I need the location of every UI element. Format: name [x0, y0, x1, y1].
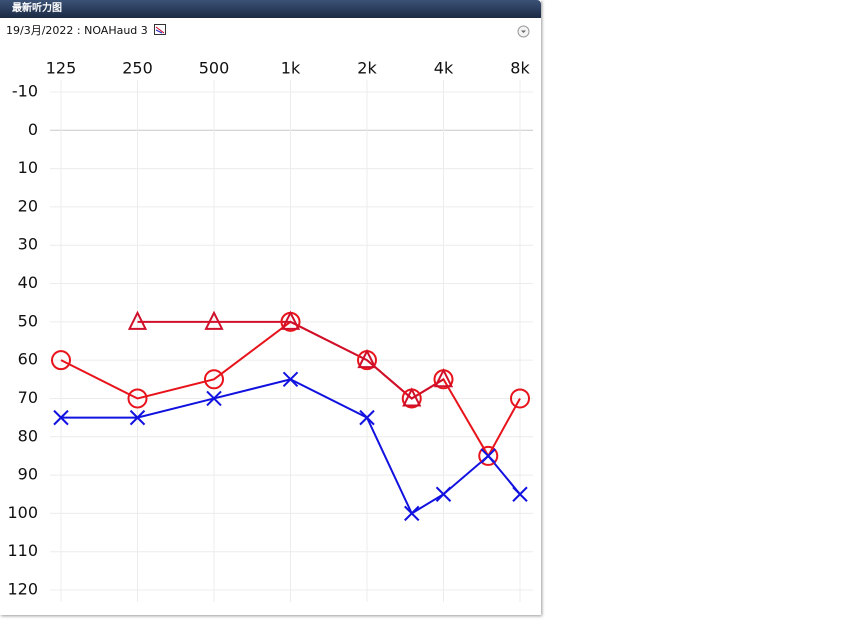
marker-x — [282, 371, 299, 388]
y-tick-label: 0 — [28, 120, 38, 139]
marker-x — [404, 505, 420, 522]
subtitle: 19/3月/2022 : NOAHaud 3 — [6, 22, 167, 38]
marker-x — [129, 409, 146, 426]
marker-x — [206, 390, 222, 407]
dropdown-button[interactable] — [517, 25, 530, 38]
x-tick-label: 2k — [357, 59, 377, 78]
y-tick-label: -10 — [12, 82, 38, 101]
y-tick-label: 40 — [18, 273, 38, 292]
chart: -10 0 10 20 30 40 50 60 70 80 90 100 110 120 125 250 500… — [7, 59, 533, 602]
x-tick-label: 1k — [281, 59, 301, 78]
x-tick-label: 125 — [46, 59, 77, 78]
marker-circle — [478, 445, 499, 466]
marker-x — [359, 409, 375, 426]
marker-triangle — [402, 387, 422, 407]
y-tick-label: 20 — [18, 196, 38, 215]
marker-triangle — [433, 368, 454, 388]
y-tick-label: 100 — [7, 503, 38, 522]
marker-x — [53, 409, 69, 426]
session-label: 19/3月/2022 : NOAHaud 3 — [6, 24, 148, 37]
y-tick-label: 110 — [7, 541, 38, 560]
marker-triangle — [280, 310, 301, 330]
x-tick-label: 500 — [199, 59, 230, 78]
y-tick-label: 30 — [18, 235, 38, 254]
marker-circle — [127, 388, 148, 409]
panel: 最新听力图 19/3月/2022 : NOAHaud 3 -10 0 10 20 30 4… — [0, 0, 541, 602]
x-tick-label: 4k — [434, 59, 454, 78]
x-tick-label: 8k — [510, 59, 530, 78]
marker-x — [512, 486, 528, 502]
marker-circle — [51, 350, 71, 371]
y-tick-label: 90 — [18, 465, 38, 484]
marker-circle — [510, 388, 530, 409]
marker-circle — [204, 369, 224, 390]
y-tick-label: 80 — [18, 426, 38, 445]
marker-triangle — [127, 310, 148, 330]
x-tick-label: 250 — [122, 59, 153, 78]
panel-title: 最新听力图 — [0, 0, 541, 18]
y-tick-label: 50 — [18, 311, 38, 330]
y-tick-label: 70 — [18, 388, 38, 407]
series-line — [137, 320, 445, 400]
marker-x — [480, 448, 496, 464]
y-tick-label: 120 — [7, 580, 38, 599]
audiogram-icon[interactable] — [154, 24, 167, 35]
marker-x — [435, 486, 452, 502]
marker-triangle — [357, 348, 377, 369]
marker-triangle — [204, 310, 224, 330]
y-tick-label: 60 — [18, 350, 38, 369]
y-tick-label: 10 — [18, 158, 38, 177]
